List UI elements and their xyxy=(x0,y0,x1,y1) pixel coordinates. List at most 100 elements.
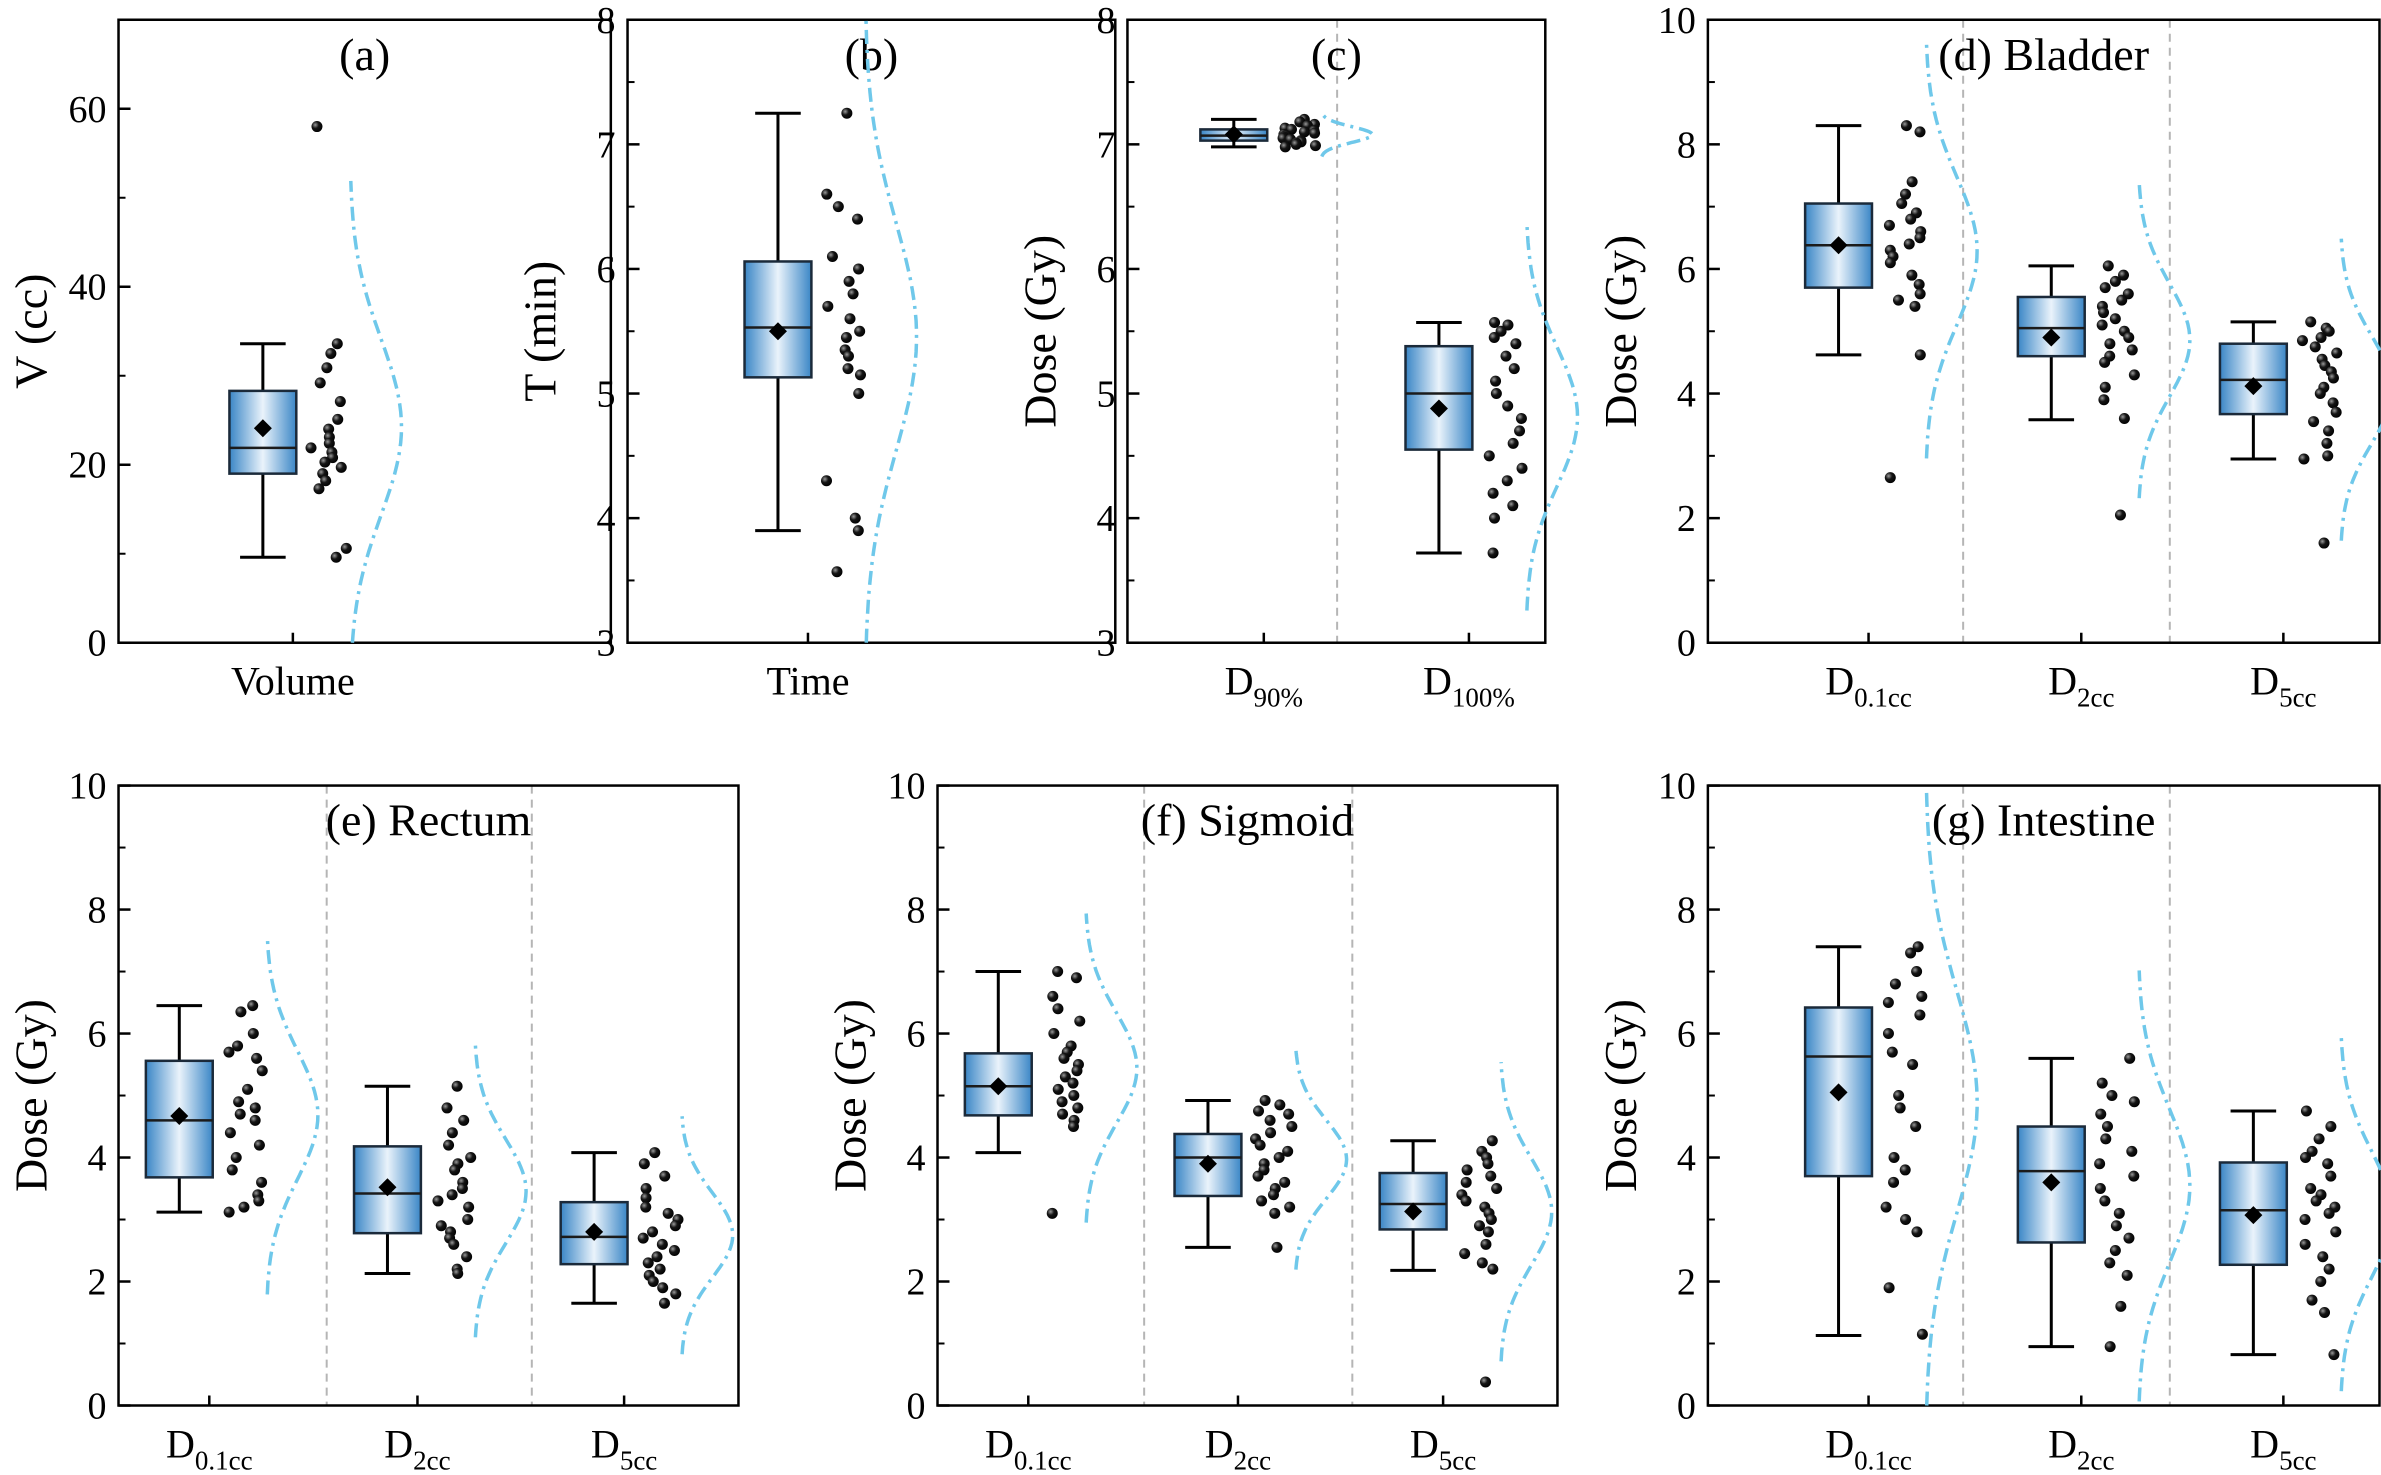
distribution-curve xyxy=(265,935,320,1295)
data-point xyxy=(2321,437,2333,449)
data-point xyxy=(1074,1015,1086,1027)
y-axis-label: Dose (Gy) xyxy=(6,999,57,1192)
mean-marker xyxy=(1829,236,1848,255)
distribution-curve xyxy=(1924,43,1979,459)
y-tick-label: 2 xyxy=(907,1262,926,1304)
data-point xyxy=(1059,1071,1071,1083)
data-point xyxy=(1883,219,1895,231)
data-point xyxy=(1910,1121,1922,1133)
data-point xyxy=(463,1201,475,1213)
data-point xyxy=(321,362,333,374)
y-tick-label: 40 xyxy=(69,267,107,309)
y-tick-label: 20 xyxy=(69,445,107,487)
y-tick-label: 8 xyxy=(597,0,616,42)
y-axis-label: Dose (Gy) xyxy=(1014,235,1065,428)
panel-title: (f) Sigmoid xyxy=(1141,795,1354,846)
data-point xyxy=(334,396,346,408)
iqr-box xyxy=(1378,1171,1448,1231)
y-tick-label: 10 xyxy=(1658,766,1696,808)
iqr-box xyxy=(743,260,813,379)
data-point xyxy=(1309,140,1321,152)
data-point xyxy=(2116,294,2128,306)
data-point xyxy=(1916,1328,1928,1340)
data-point xyxy=(256,1065,268,1077)
data-point xyxy=(2322,1158,2334,1170)
mean-marker xyxy=(2244,1206,2263,1225)
box-group: D100% xyxy=(1404,222,1580,713)
y-tick-label: 8 xyxy=(1096,0,1115,42)
data-point xyxy=(657,1282,669,1294)
data-point xyxy=(1508,363,1520,375)
data-point xyxy=(820,475,832,487)
y-tick-label: 6 xyxy=(1677,249,1696,291)
data-point xyxy=(2322,450,2334,462)
category-label: D2cc xyxy=(2048,1422,2114,1475)
data-point xyxy=(2305,1183,2317,1195)
data-point xyxy=(2118,412,2130,424)
data-point xyxy=(1460,1195,1472,1207)
data-point xyxy=(1476,1257,1488,1269)
iqr-box xyxy=(963,1052,1033,1117)
data-point xyxy=(1482,1158,1494,1170)
y-tick-label: 6 xyxy=(1677,1014,1696,1056)
data-point xyxy=(2309,341,2321,353)
category-label: D5cc xyxy=(2250,1422,2316,1475)
data-point xyxy=(2099,381,2111,393)
data-point xyxy=(2126,344,2138,356)
box-group: D0.1cc xyxy=(144,935,320,1475)
data-point xyxy=(2330,1226,2342,1238)
mean-marker xyxy=(170,1106,189,1125)
category-label: D0.1cc xyxy=(985,1422,1072,1475)
box-group: D0.1cc xyxy=(1803,43,1979,713)
data-point xyxy=(1047,990,1059,1002)
data-point xyxy=(1906,176,1918,188)
mean-marker xyxy=(1829,1083,1848,1102)
data-point xyxy=(1914,126,1926,138)
data-point xyxy=(842,363,854,375)
data-point xyxy=(435,1220,447,1232)
data-point xyxy=(831,566,843,578)
data-point xyxy=(323,437,335,449)
panel-g: 0 2 4 6 8 10 Dose (Gy) (g) Intestine D0.1cc D2cc D… xyxy=(1595,766,2381,1475)
data-point xyxy=(1912,941,1924,953)
data-point xyxy=(320,475,332,487)
iqr-box xyxy=(1404,344,1474,451)
data-point xyxy=(840,331,852,343)
box-group: D90% xyxy=(1199,111,1375,713)
box-group: D2cc xyxy=(2016,181,2192,713)
data-point xyxy=(1482,1226,1494,1238)
data-point xyxy=(2124,1052,2136,1064)
category-label: D0.1cc xyxy=(1825,1422,1912,1475)
data-point xyxy=(2327,397,2339,409)
data-point xyxy=(2098,394,2110,406)
mean-marker xyxy=(1224,125,1243,144)
data-point xyxy=(1894,1102,1906,1114)
y-tick-label: 0 xyxy=(1677,1386,1696,1428)
data-point xyxy=(852,525,864,537)
y-tick-label: 3 xyxy=(597,623,616,665)
data-point xyxy=(330,551,342,563)
data-point xyxy=(1267,1189,1279,1201)
data-point xyxy=(2123,1232,2135,1244)
mean-marker xyxy=(2042,328,2061,347)
y-tick-label: 10 xyxy=(888,766,926,808)
data-point xyxy=(1485,1214,1497,1226)
data-point xyxy=(2109,275,2121,287)
distribution-curve xyxy=(2137,970,2192,1402)
data-point xyxy=(1500,350,1512,362)
data-point xyxy=(2315,331,2327,343)
y-tick-label: 8 xyxy=(1677,890,1696,932)
data-point xyxy=(2100,1133,2112,1145)
box-group: D5cc xyxy=(2218,238,2381,713)
y-tick-label: 3 xyxy=(1096,623,1115,665)
iqr-box xyxy=(352,1145,423,1235)
distribution-curve xyxy=(2339,1037,2381,1392)
data-point xyxy=(841,107,853,119)
data-point xyxy=(249,1114,261,1126)
data-point xyxy=(332,413,344,425)
data-point xyxy=(2331,347,2343,359)
data-point xyxy=(452,1267,464,1279)
data-point xyxy=(235,1006,247,1018)
data-point xyxy=(2323,325,2335,337)
data-point xyxy=(1913,279,1925,291)
